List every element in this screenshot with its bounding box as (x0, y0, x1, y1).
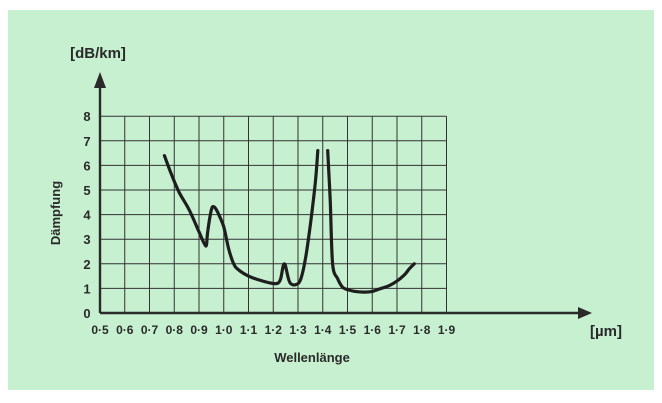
x-tick-label: 1·3 (289, 323, 307, 337)
x-tick-label: 1·7 (388, 323, 406, 337)
y-tick-label: 0 (83, 306, 90, 321)
x-axis-title: Wellenlänge (274, 350, 350, 365)
attenuation-curve-segment (326, 149, 416, 294)
y-tick-label: 3 (83, 232, 90, 247)
y-axis-title: Dämpfung (48, 181, 63, 245)
y-tick-label: 2 (83, 257, 90, 272)
x-tick-label: 0·9 (190, 323, 208, 337)
x-tick-label: 1·8 (413, 323, 431, 337)
attenuation-curves (162, 149, 416, 294)
x-tick-label: 1·6 (364, 323, 382, 337)
y-tick-label: 1 (83, 281, 90, 296)
y-tick-label: 4 (83, 208, 91, 223)
x-tick-label: 0·8 (166, 323, 184, 337)
x-tick-label: 0·7 (141, 323, 159, 337)
y-unit-label: [dB/km] (70, 45, 126, 62)
x-tick-label: 0·6 (116, 323, 134, 337)
y-axis-arrow (94, 72, 106, 88)
x-tick-label: 1·1 (240, 323, 258, 337)
x-tick-label: 1·4 (314, 323, 332, 337)
axes (94, 72, 592, 319)
y-tick-labels: 0 1 2 3 4 5 6 7 8 (83, 109, 91, 321)
x-tick-labels: 0·5 0·6 0·7 0·8 0·9 1·0 1·1 1·2 1·3 1·4 1·5 1·6 1·7 1… (91, 323, 455, 337)
attenuation-curve-segment (162, 149, 320, 287)
x-unit-label: [µm] (590, 323, 622, 340)
x-tick-label: 0·5 (91, 323, 109, 337)
x-tick-label: 1·2 (265, 323, 283, 337)
x-axis-arrow (578, 307, 592, 319)
y-tick-label: 7 (83, 134, 90, 149)
y-tick-label: 8 (83, 109, 90, 124)
grid (100, 115, 447, 313)
y-tick-label: 5 (83, 183, 90, 198)
x-tick-label: 1·5 (339, 323, 357, 337)
x-tick-label: 1·9 (438, 323, 456, 337)
x-tick-label: 1·0 (215, 323, 233, 337)
y-tick-label: 6 (83, 158, 90, 173)
